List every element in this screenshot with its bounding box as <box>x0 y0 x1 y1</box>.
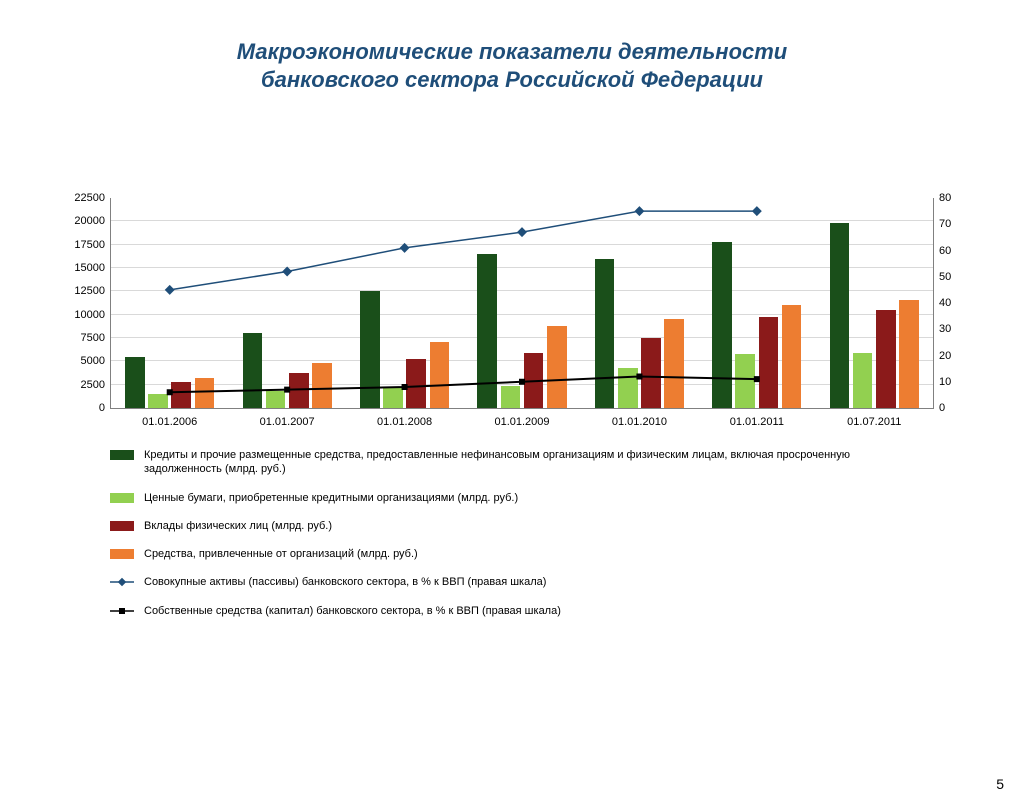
x-tick: 01.01.2007 <box>260 408 315 428</box>
gridline <box>111 220 933 221</box>
y-left-tick: 17500 <box>74 239 111 251</box>
bar-deposits <box>524 353 544 408</box>
legend-swatch <box>110 549 134 559</box>
bar-securities <box>618 368 638 408</box>
x-tick: 01.01.2010 <box>612 408 667 428</box>
bar-credits <box>712 242 732 408</box>
legend-item: Вклады физических лиц (млрд. руб.) <box>110 519 930 533</box>
bar-credits <box>243 333 263 408</box>
legend-label: Ценные бумаги, приобретенные кредитными … <box>144 491 930 505</box>
legend-item: Собственные средства (капитал) банковско… <box>110 604 930 618</box>
legend-item: Ценные бумаги, приобретенные кредитными … <box>110 491 930 505</box>
y-left-tick: 0 <box>99 402 111 414</box>
bar-org_funds <box>664 319 684 408</box>
x-tick: 01.01.2009 <box>494 408 549 428</box>
bar-org_funds <box>782 305 802 408</box>
legend-item: Совокупные активы (пассивы) банковского … <box>110 575 930 589</box>
y-right-tick: 60 <box>933 245 951 257</box>
bar-credits <box>477 254 497 408</box>
chart: 0250050007500100001250015000175002000022… <box>50 198 974 409</box>
legend-swatch <box>110 521 134 531</box>
legend-label: Средства, привлеченные от организаций (м… <box>144 547 930 561</box>
gridline <box>111 314 933 315</box>
bar-org_funds <box>312 363 332 408</box>
y-left-tick: 7500 <box>81 332 111 344</box>
marker-total_assets_pct <box>752 206 762 216</box>
x-tick: 01.01.2008 <box>377 408 432 428</box>
gridline <box>111 290 933 291</box>
bar-deposits <box>406 359 426 408</box>
gridline <box>111 337 933 338</box>
legend-label: Собственные средства (капитал) банковско… <box>144 604 930 618</box>
title-line2: банковского сектора Российской Федерации <box>261 67 763 92</box>
marker-total_assets_pct <box>517 227 527 237</box>
bar-securities <box>383 387 403 408</box>
x-tick: 01.01.2011 <box>730 408 784 428</box>
y-left-tick: 10000 <box>74 309 111 321</box>
y-right-tick: 50 <box>933 271 951 283</box>
gridline <box>111 244 933 245</box>
y-right-tick: 30 <box>933 323 951 335</box>
marker-total_assets_pct <box>282 267 292 277</box>
legend: Кредиты и прочие размещенные средства, п… <box>110 448 930 632</box>
bar-org_funds <box>899 300 919 408</box>
bar-credits <box>125 357 145 408</box>
bar-deposits <box>759 317 779 408</box>
gridline <box>111 267 933 268</box>
y-left-tick: 15000 <box>74 262 111 274</box>
y-left-tick: 20000 <box>74 215 111 227</box>
legend-label: Вклады физических лиц (млрд. руб.) <box>144 519 930 533</box>
page-number: 5 <box>996 776 1004 792</box>
y-right-tick: 10 <box>933 376 951 388</box>
bar-deposits <box>289 373 309 408</box>
bar-org_funds <box>547 326 567 408</box>
x-tick: 01.01.2006 <box>142 408 197 428</box>
page-title: Макроэкономические показатели деятельнос… <box>0 38 1024 93</box>
bar-deposits <box>641 338 661 408</box>
legend-line-swatch <box>110 575 134 589</box>
legend-label: Совокупные активы (пассивы) банковского … <box>144 575 930 589</box>
bar-securities <box>148 394 168 408</box>
marker-total_assets_pct <box>634 206 644 216</box>
gridline <box>111 360 933 361</box>
bar-credits <box>595 259 615 408</box>
bar-securities <box>266 391 286 408</box>
y-right-tick: 70 <box>933 218 951 230</box>
y-right-tick: 20 <box>933 350 951 362</box>
line-total_assets_pct <box>170 211 757 290</box>
title-line1: Макроэкономические показатели деятельнос… <box>237 39 788 64</box>
y-right-tick: 0 <box>933 402 945 414</box>
bar-securities <box>501 386 521 408</box>
bar-org_funds <box>430 342 450 408</box>
legend-item: Кредиты и прочие размещенные средства, п… <box>110 448 930 477</box>
gridline <box>111 384 933 385</box>
plot-area: 0250050007500100001250015000175002000022… <box>110 198 934 409</box>
legend-swatch <box>110 450 134 460</box>
y-left-tick: 2500 <box>81 379 111 391</box>
bar-securities <box>735 354 755 408</box>
bar-credits <box>360 291 380 408</box>
legend-item: Средства, привлеченные от организаций (м… <box>110 547 930 561</box>
line-overlay <box>111 198 933 408</box>
y-left-tick: 12500 <box>74 285 111 297</box>
y-right-tick: 40 <box>933 297 951 309</box>
y-left-tick: 22500 <box>74 192 111 204</box>
bar-deposits <box>876 310 896 408</box>
bar-deposits <box>171 382 191 408</box>
bar-securities <box>853 353 873 408</box>
bar-org_funds <box>195 378 215 408</box>
legend-line-swatch <box>110 604 134 618</box>
y-right-tick: 80 <box>933 192 951 204</box>
y-left-tick: 5000 <box>81 355 111 367</box>
bar-credits <box>830 223 850 408</box>
legend-label: Кредиты и прочие размещенные средства, п… <box>144 448 930 477</box>
legend-swatch <box>110 493 134 503</box>
x-tick: 01.07.2011 <box>847 408 901 428</box>
